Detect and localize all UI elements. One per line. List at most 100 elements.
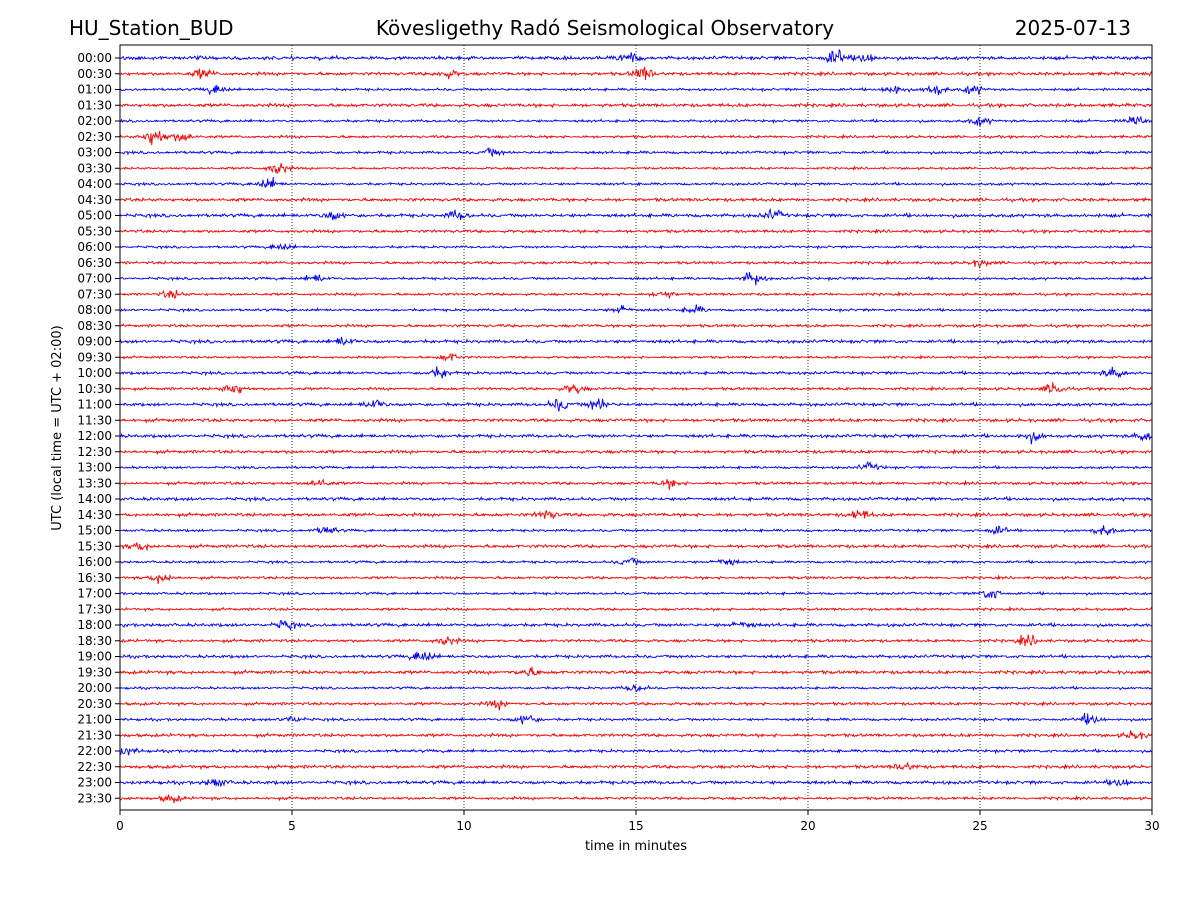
y-tick-label: 19:00	[77, 650, 112, 664]
trace-1500	[119, 525, 1153, 536]
y-tick-label: 10:30	[77, 382, 112, 396]
y-tick-label: 12:00	[77, 429, 112, 443]
trace-1830	[119, 634, 1153, 647]
trace-2330	[119, 794, 1153, 804]
trace-0000	[119, 48, 1153, 64]
y-tick-label: 01:30	[77, 98, 112, 112]
y-tick-label: 17:30	[77, 602, 112, 616]
y-axis-label: UTC (local time = UTC + 02:00)	[50, 325, 65, 530]
y-tick-label: 02:30	[77, 130, 112, 144]
trace-0400	[119, 176, 1153, 188]
trace-0800	[119, 304, 1153, 314]
y-tick-label: 14:30	[77, 508, 112, 522]
y-tick-label: 07:30	[77, 287, 112, 301]
x-tick-label: 0	[116, 819, 124, 833]
trace-0900	[119, 336, 1153, 346]
y-tick-label: 14:00	[77, 492, 112, 506]
trace-1900	[119, 651, 1153, 661]
x-tick-label: 30	[1144, 819, 1159, 833]
y-tick-label: 03:30	[77, 161, 112, 175]
station-name: HU_Station_BUD	[69, 16, 234, 40]
y-tick-label: 11:00	[77, 398, 112, 412]
plot-frame	[119, 44, 1153, 811]
y-tick-label: 13:30	[77, 476, 112, 490]
trace-1330	[119, 478, 1153, 490]
trace-1200	[119, 431, 1153, 445]
trace-2000	[119, 683, 1153, 693]
y-tick-label: 00:30	[77, 67, 112, 81]
trace-0330	[119, 162, 1153, 175]
trace-1730	[119, 605, 1153, 613]
x-tick-label: 15	[628, 819, 643, 833]
y-tick-label: 09:00	[77, 335, 112, 349]
y-tick-label: 04:00	[77, 177, 112, 191]
trace-0500	[119, 207, 1153, 221]
y-tick-label: 09:30	[77, 350, 112, 364]
trace-2300	[119, 778, 1153, 787]
trace-2230	[119, 762, 1153, 771]
trace-1630	[119, 573, 1153, 585]
trace-2030	[119, 700, 1153, 711]
trace-1700	[119, 590, 1153, 599]
chart-date: 2025-07-13	[1015, 16, 1131, 40]
y-tick-label: 08:00	[77, 303, 112, 317]
trace-2130	[119, 730, 1153, 740]
y-tick-label: 17:00	[77, 587, 112, 601]
trace-2100	[119, 712, 1153, 725]
y-tick-label: 10:00	[77, 366, 112, 380]
seismic-traces	[119, 48, 1153, 804]
trace-1400	[119, 495, 1153, 503]
trace-1430	[119, 510, 1153, 519]
y-tick-label: 02:00	[77, 114, 112, 128]
trace-1100	[119, 398, 1153, 412]
y-tick-label: 15:30	[77, 539, 112, 553]
trace-0930	[119, 353, 1153, 362]
y-tick-label: 04:30	[77, 193, 112, 207]
trace-2200	[119, 747, 1153, 756]
y-tick-label: 08:30	[77, 319, 112, 333]
trace-0630	[119, 259, 1153, 270]
y-tick-label: 06:00	[77, 240, 112, 254]
trace-0100	[119, 84, 1153, 96]
x-axis-label: time in minutes	[585, 839, 687, 854]
y-tick-label: 23:30	[77, 791, 112, 805]
trace-0130	[119, 102, 1153, 109]
y-tick-label: 20:30	[77, 697, 112, 711]
trace-1930	[119, 666, 1153, 677]
trace-0530	[119, 228, 1153, 235]
trace-0430	[119, 196, 1153, 204]
y-tick-label: 23:00	[77, 776, 112, 790]
trace-1230	[119, 448, 1153, 456]
x-tick-label: 5	[288, 819, 296, 833]
trace-0300	[119, 147, 1153, 157]
trace-0030	[119, 65, 1153, 81]
y-tick-label: 06:30	[77, 256, 112, 270]
trace-0730	[119, 289, 1153, 300]
trace-1800	[119, 620, 1153, 631]
y-tick-label: 22:30	[77, 760, 112, 774]
x-ticks: 0 5 10 15 20 25 30	[116, 810, 1160, 833]
y-tick-label: 21:30	[77, 728, 112, 742]
trace-0830	[119, 323, 1153, 329]
y-tick-label: 16:30	[77, 571, 112, 585]
y-tick-label: 22:00	[77, 744, 112, 758]
x-tick-label: 20	[800, 819, 815, 833]
x-tick-label: 25	[972, 819, 987, 833]
y-tick-label: 01:00	[77, 83, 112, 97]
y-tick-label: 18:30	[77, 634, 112, 648]
trace-1000	[119, 366, 1153, 379]
y-tick-label: 15:00	[77, 524, 112, 538]
y-tick-label: 16:00	[77, 555, 112, 569]
trace-1600	[119, 557, 1153, 566]
y-tick-label: 00:00	[77, 51, 112, 65]
y-tick-label: 20:00	[77, 681, 112, 695]
y-tick-label: 05:00	[77, 209, 112, 223]
trace-1300	[119, 460, 1153, 471]
trace-0230	[119, 130, 1153, 146]
trace-0700	[119, 271, 1153, 286]
y-tick-label: 05:30	[77, 224, 112, 238]
y-tick-label: 03:00	[77, 146, 112, 160]
trace-0200	[119, 115, 1153, 127]
